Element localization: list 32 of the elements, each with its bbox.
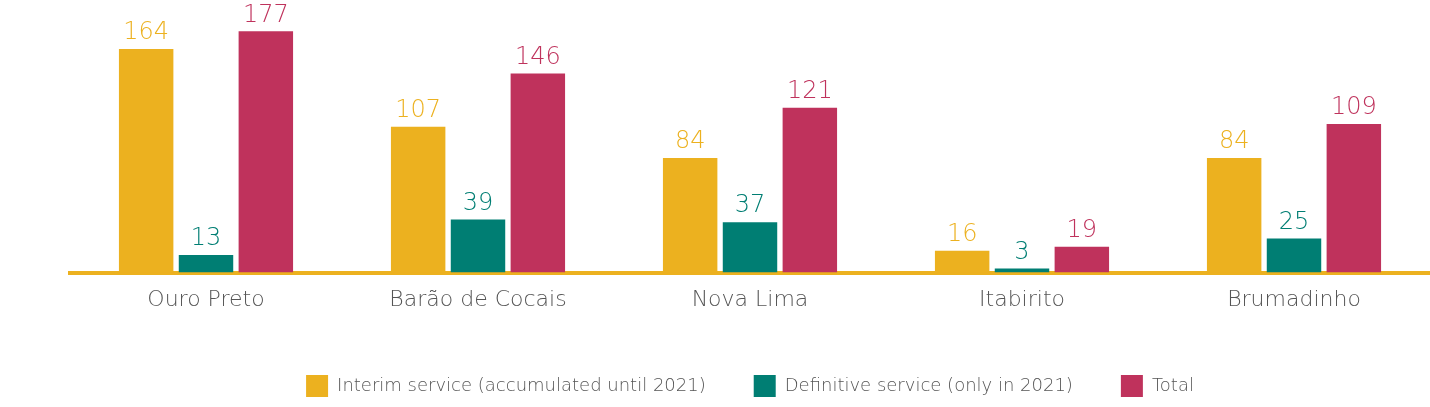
data-label: 16 [946,219,978,248]
data-label: 107 [395,94,442,123]
data-label: 121 [786,75,833,104]
data-label: 3 [1014,236,1030,265]
legend-label: Total [1151,373,1194,395]
data-label: 13 [190,223,222,252]
data-label: 37 [734,190,766,219]
bar [450,219,506,273]
data-label: 177 [242,0,289,28]
x-tick-label: Barão de Cocais [389,285,567,311]
bar [1266,238,1322,273]
bar [238,31,294,273]
x-tick-label: Ouro Preto [147,285,265,311]
bar [1054,246,1110,273]
x-tick-label: Brumadinho [1227,285,1361,311]
legend-label: Interim service (accumulated until 2021) [337,373,706,395]
data-label: 146 [514,41,561,70]
x-tick-label: Nova Lima [691,285,809,311]
bar [178,254,234,273]
data-label: 19 [1066,214,1098,243]
data-label: 109 [1330,92,1377,121]
bar [510,73,566,273]
bar [1326,124,1382,273]
bar [782,107,838,273]
data-label: 39 [462,187,494,216]
data-label: 84 [674,126,706,155]
data-label: 25 [1278,206,1310,235]
bar [722,222,778,273]
data-label: 84 [1218,126,1250,155]
legend-label: Definitive service (only in 2021) [784,373,1073,395]
data-label: 164 [123,17,170,46]
x-tick-label: Itabirito [979,285,1065,311]
